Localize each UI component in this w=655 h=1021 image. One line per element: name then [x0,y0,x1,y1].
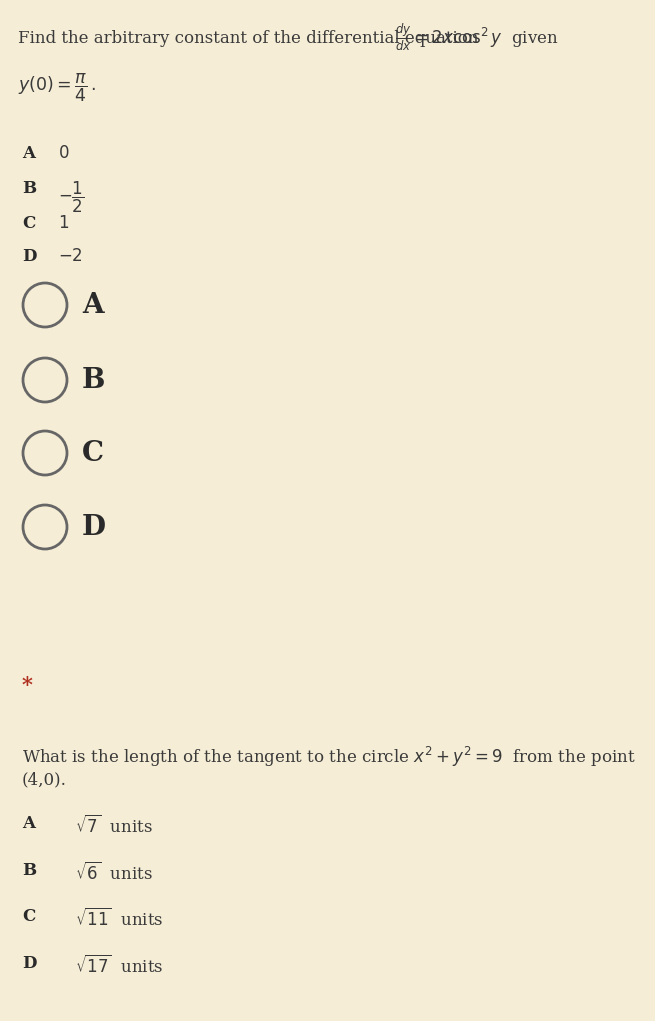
Text: D: D [22,248,37,265]
Text: C: C [22,908,35,925]
Text: B: B [82,367,105,393]
Text: $y(0) = \dfrac{\pi}{4}\,.$: $y(0) = \dfrac{\pi}{4}\,.$ [18,72,96,104]
Text: $-2$: $-2$ [58,248,83,265]
Text: $\sqrt{17}$  units: $\sqrt{17}$ units [75,955,164,977]
Text: $\frac{dy}{dx} = 2x\cos^2 y$  given: $\frac{dy}{dx} = 2x\cos^2 y$ given [395,22,559,54]
Text: $0$: $0$ [58,145,69,162]
Text: B: B [22,180,36,197]
Text: A: A [22,145,35,162]
Text: C: C [22,215,35,232]
Text: D: D [22,955,37,972]
Text: *: * [22,675,33,695]
Text: $\sqrt{11}$  units: $\sqrt{11}$ units [75,908,164,930]
Text: $1$: $1$ [58,215,69,232]
Text: B: B [22,862,36,879]
Text: $\sqrt{7}$  units: $\sqrt{7}$ units [75,815,153,837]
Text: D: D [82,514,106,540]
Text: Find the arbitrary constant of the differential equation: Find the arbitrary constant of the diffe… [18,30,479,47]
Text: A: A [22,815,35,832]
Text: C: C [82,439,104,467]
Text: A: A [82,292,103,319]
Text: What is the length of the tangent to the circle $x^2 + y^2 = 9$  from the point : What is the length of the tangent to the… [22,745,635,788]
Text: $\sqrt{6}$  units: $\sqrt{6}$ units [75,862,153,884]
Text: $-\dfrac{1}{2}$: $-\dfrac{1}{2}$ [58,180,84,215]
